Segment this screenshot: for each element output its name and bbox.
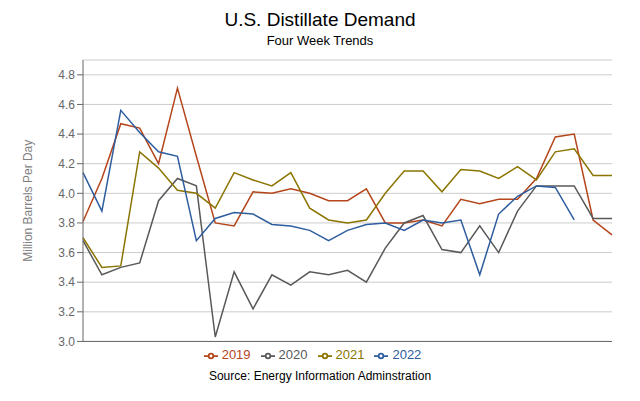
svg-text:3.2: 3.2 <box>58 305 75 319</box>
svg-text:4.4: 4.4 <box>58 127 75 141</box>
html-text:Source: Energy Information Adm: Source: Energy Information Adminstration <box>208 369 432 383</box>
svg-text:3.6: 3.6 <box>58 246 75 260</box>
svg-text:4.6: 4.6 <box>58 98 75 112</box>
svg-text:4.8: 4.8 <box>58 68 75 82</box>
html-text:2019: 2019 <box>221 347 251 363</box>
svg-text:3.4: 3.4 <box>58 275 75 289</box>
html-text:2020: 2020 <box>278 347 308 363</box>
svg-text:Million Barrels Per Day: Million Barrels Per Day <box>21 140 35 262</box>
svg-text:3.0: 3.0 <box>58 335 75 349</box>
html-text:2021: 2021 <box>335 347 365 363</box>
svg-text:4.2: 4.2 <box>58 157 75 171</box>
svg-text:3.8: 3.8 <box>58 216 75 230</box>
html-text:2022: 2022 <box>392 347 422 363</box>
html-text:U.S. Distillate Demand: U.S. Distillate Demand <box>224 9 416 30</box>
svg-text:4.0: 4.0 <box>58 187 75 201</box>
html-text:Four Week Trends: Four Week Trends <box>266 33 374 48</box>
